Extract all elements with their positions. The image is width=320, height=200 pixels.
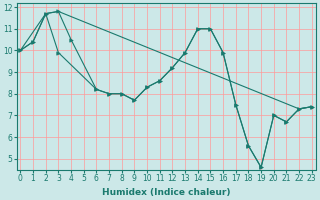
X-axis label: Humidex (Indice chaleur): Humidex (Indice chaleur) (102, 188, 230, 197)
